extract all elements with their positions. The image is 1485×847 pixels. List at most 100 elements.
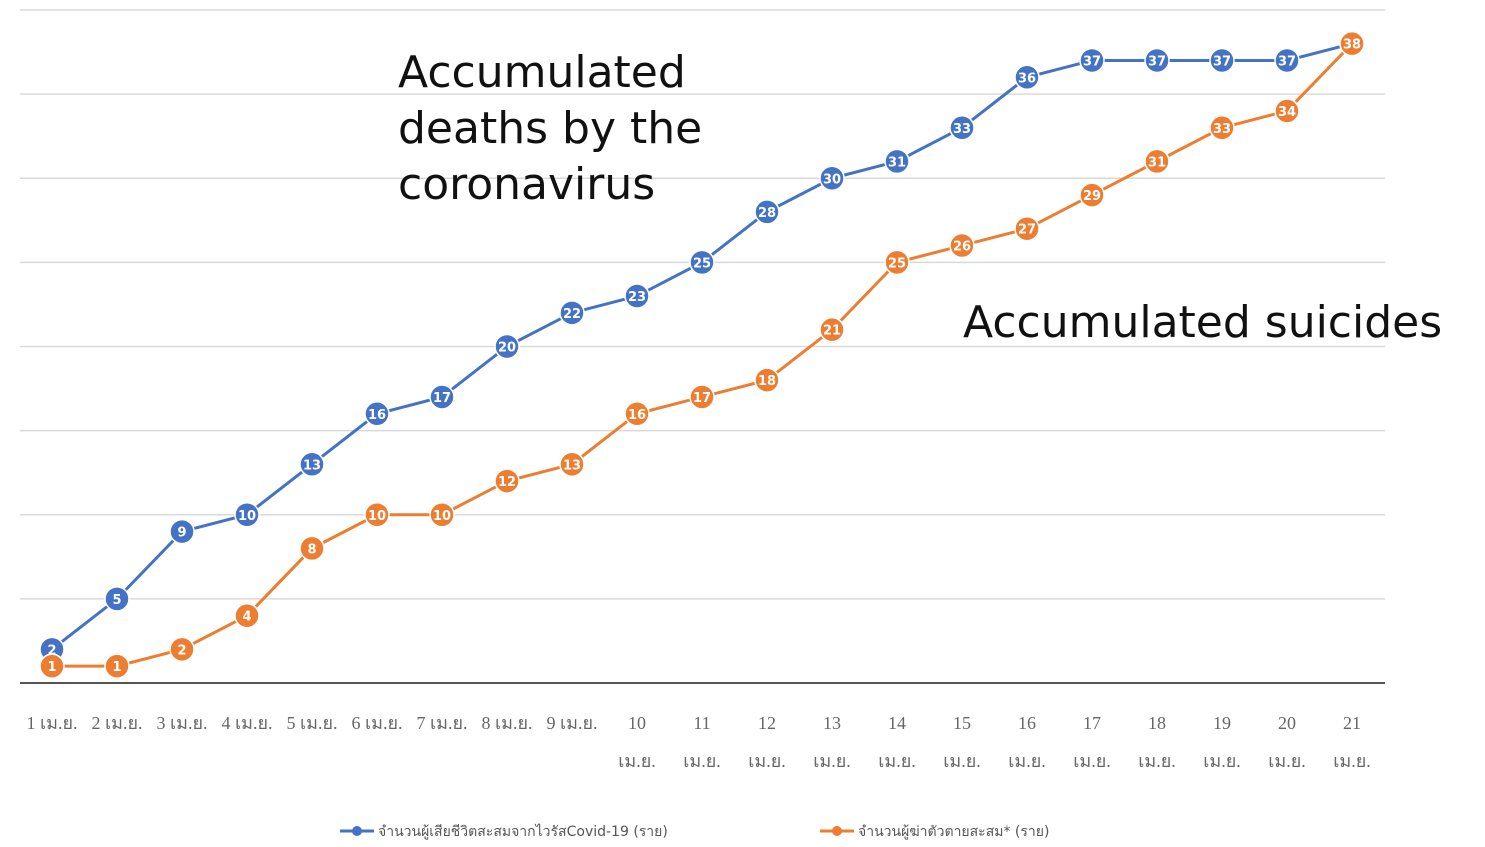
point xyxy=(104,586,130,612)
point xyxy=(104,653,130,679)
point xyxy=(624,283,650,309)
legend-label: จำนวนผู้ฆ่าตัวตายสะสม* (ราย) xyxy=(858,824,1050,840)
data-label: 10 xyxy=(368,509,386,524)
point xyxy=(299,451,325,478)
x-tick-label: 13 เม.ย. xyxy=(813,713,851,771)
x-tick-label: 12 เม.ย. xyxy=(748,713,786,771)
data-label: 33 xyxy=(1213,122,1231,137)
point xyxy=(559,451,585,478)
point xyxy=(234,602,260,629)
x-tick-label: 7 เม.ย. xyxy=(416,713,468,733)
data-label: 12 xyxy=(498,475,516,490)
x-tick-label: 21 เม.ย. xyxy=(1333,713,1371,771)
point xyxy=(754,199,780,225)
point xyxy=(1144,148,1170,175)
point xyxy=(299,535,325,562)
point xyxy=(1209,115,1235,141)
data-label: 13 xyxy=(563,458,581,473)
data-label: 31 xyxy=(1148,155,1166,170)
data-label: 16 xyxy=(628,408,646,423)
data-label: 8 xyxy=(307,542,316,557)
data-label: 26 xyxy=(953,240,971,255)
data-label: 1 xyxy=(112,660,121,675)
data-label: 4 xyxy=(242,610,251,625)
point xyxy=(884,249,910,276)
x-tick-label: 9 เม.ย. xyxy=(546,713,598,733)
x-tick-label: 19 เม.ย. xyxy=(1203,713,1241,771)
data-label: 37 xyxy=(1148,54,1166,69)
data-label: 25 xyxy=(693,256,711,271)
data-label: 22 xyxy=(563,307,581,322)
point xyxy=(689,384,715,410)
x-tick-label: 18 เม.ย. xyxy=(1138,713,1176,771)
x-tick-label: 15 เม.ย. xyxy=(943,713,981,771)
data-label: 25 xyxy=(888,256,906,271)
x-tick-label: 20 เม.ย. xyxy=(1268,713,1306,771)
point xyxy=(169,518,195,545)
point xyxy=(234,502,260,528)
data-label: 33 xyxy=(953,122,971,137)
data-label: 5 xyxy=(112,593,121,608)
point xyxy=(39,653,65,679)
x-tick-label: 5 เม.ย. xyxy=(286,713,338,733)
data-label: 9 xyxy=(177,526,186,541)
point xyxy=(1274,47,1300,74)
data-label: 10 xyxy=(238,509,256,524)
x-tick-label: 3 เม.ย. xyxy=(156,713,208,733)
x-tick-label: 8 เม.ย. xyxy=(481,713,533,733)
annotation: Accumulated deaths by the coronavirus xyxy=(398,47,703,210)
point xyxy=(754,367,780,393)
point xyxy=(949,232,975,259)
data-label: 18 xyxy=(758,374,776,389)
point xyxy=(1014,215,1040,242)
point xyxy=(1079,47,1105,74)
annotation: Accumulated suicides xyxy=(963,297,1443,348)
legend-marker xyxy=(352,826,362,836)
point xyxy=(364,502,390,528)
x-tick-label: 2 เม.ย. xyxy=(91,713,143,733)
data-label: 2 xyxy=(177,643,186,658)
data-label: 13 xyxy=(303,458,321,473)
data-label: 16 xyxy=(368,408,386,423)
legend-label: จำนวนผู้เสียชีวิตสะสมจากไวรัสCovid-19 (ร… xyxy=(378,824,668,840)
point xyxy=(1209,47,1235,74)
point xyxy=(494,468,520,494)
data-label: 27 xyxy=(1018,223,1036,238)
data-label: 29 xyxy=(1083,189,1101,204)
x-tick-label: 1 เม.ย. xyxy=(26,713,78,733)
data-label: 30 xyxy=(823,172,841,187)
x-tick-label: 11 เม.ย. xyxy=(683,713,721,771)
legend-marker xyxy=(832,826,842,836)
data-label: 10 xyxy=(433,509,451,524)
data-label: 21 xyxy=(823,324,841,339)
data-label: 31 xyxy=(888,155,906,170)
point xyxy=(1014,64,1040,91)
point xyxy=(429,502,455,528)
point xyxy=(494,333,520,360)
point xyxy=(364,401,390,427)
point xyxy=(884,148,910,175)
point xyxy=(624,401,650,427)
point xyxy=(819,316,845,343)
point xyxy=(1339,30,1365,57)
data-label: 36 xyxy=(1018,71,1036,86)
point xyxy=(169,636,195,663)
data-label: 28 xyxy=(758,206,776,221)
data-label: 37 xyxy=(1213,54,1231,69)
data-label: 23 xyxy=(628,290,646,305)
x-tick-label: 10 เม.ย. xyxy=(618,713,656,771)
point xyxy=(1144,47,1170,74)
data-label: 38 xyxy=(1343,38,1361,53)
data-label: 34 xyxy=(1278,105,1296,120)
x-tick-label: 6 เม.ย. xyxy=(351,713,403,733)
data-label: 17 xyxy=(433,391,451,406)
point xyxy=(559,300,585,326)
point xyxy=(429,384,455,410)
point xyxy=(1274,98,1300,124)
data-label: 17 xyxy=(693,391,711,406)
point xyxy=(819,165,845,191)
data-label: 2 xyxy=(47,643,56,658)
x-tick-label: 14 เม.ย. xyxy=(878,713,916,771)
data-label: 1 xyxy=(47,660,56,675)
